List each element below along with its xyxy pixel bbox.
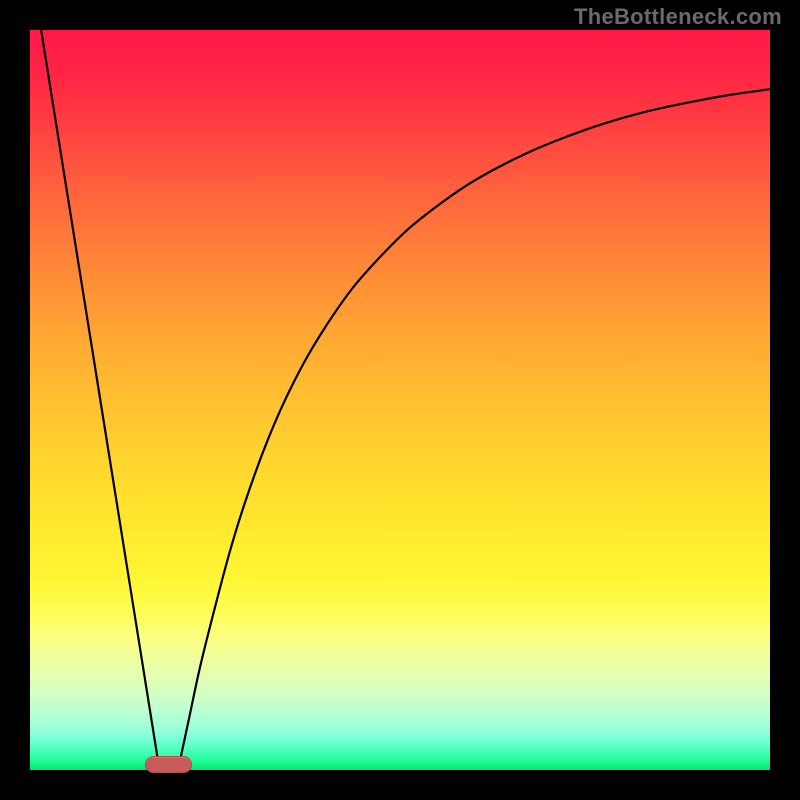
bottleneck-marker bbox=[145, 756, 192, 773]
plot-area bbox=[30, 30, 770, 770]
chart-svg bbox=[30, 30, 770, 770]
watermark-text: TheBottleneck.com bbox=[574, 4, 782, 30]
chart-frame: TheBottleneck.com bbox=[0, 0, 800, 800]
